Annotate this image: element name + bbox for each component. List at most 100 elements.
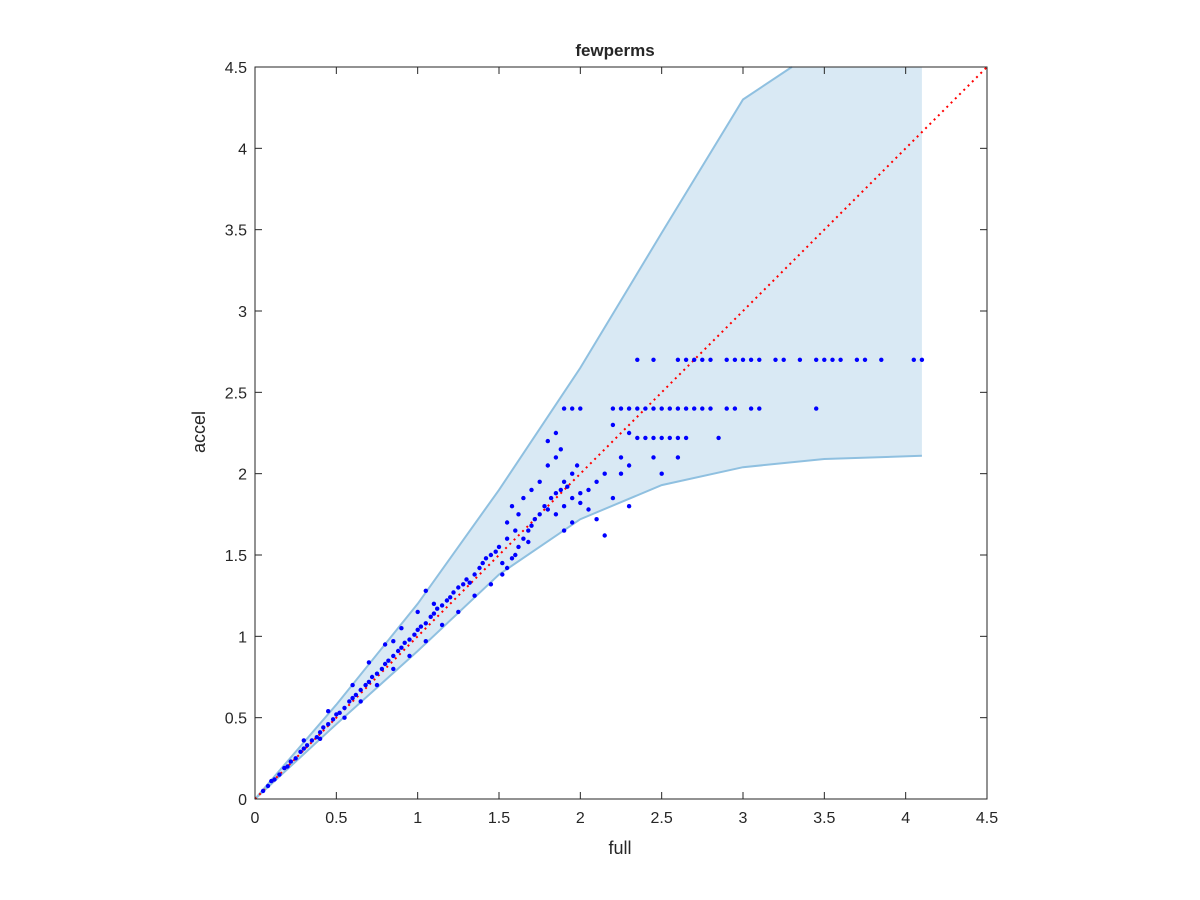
data-point <box>526 539 531 545</box>
data-point <box>757 406 762 411</box>
x-axis-label: full <box>608 838 631 858</box>
data-point <box>260 788 266 794</box>
data-point <box>574 463 580 468</box>
y-tick-label: 4 <box>238 141 247 158</box>
data-point <box>347 699 352 704</box>
data-point <box>500 560 505 566</box>
data-point <box>683 406 689 411</box>
data-point <box>708 357 713 362</box>
data-point <box>854 357 860 362</box>
y-tick-label: 2.5 <box>225 385 247 402</box>
x-tick-label: 0.5 <box>325 810 347 827</box>
data-point <box>513 552 518 558</box>
data-point <box>358 687 363 693</box>
data-point <box>675 357 681 362</box>
data-point <box>285 764 290 769</box>
data-point <box>504 520 510 525</box>
data-point <box>435 606 440 611</box>
data-point <box>561 504 567 509</box>
data-point <box>500 572 505 577</box>
x-tick-label: 3 <box>739 810 748 827</box>
data-point <box>667 435 672 441</box>
data-point <box>692 357 697 362</box>
data-point <box>610 495 616 501</box>
data-point <box>407 637 412 642</box>
data-point <box>594 479 599 484</box>
data-point <box>561 528 567 533</box>
data-point <box>635 406 640 411</box>
data-point <box>740 357 746 362</box>
data-point <box>516 512 521 517</box>
data-point <box>626 504 632 509</box>
x-tick-label: 1 <box>413 810 422 827</box>
data-point <box>618 406 624 411</box>
y-tick-label: 1.5 <box>225 548 247 565</box>
data-point <box>643 406 648 411</box>
x-tick-labels: 0 0.5 1 1.5 2 2.5 3 3.5 4 4.5 <box>251 810 999 827</box>
data-point <box>692 406 697 411</box>
data-point <box>545 507 550 512</box>
data-point <box>773 357 778 362</box>
data-point <box>391 639 396 644</box>
identity-line <box>254 66 988 800</box>
data-point <box>342 715 347 720</box>
data-point <box>513 528 518 533</box>
data-point <box>369 674 375 680</box>
data-point <box>757 357 762 362</box>
data-point <box>635 357 640 362</box>
data-point <box>391 653 396 659</box>
data-point <box>337 710 342 715</box>
data-point <box>659 435 664 441</box>
data-point <box>334 712 339 717</box>
data-point <box>602 533 607 538</box>
data-point <box>399 626 404 631</box>
data-point <box>586 487 591 493</box>
data-point <box>862 357 868 362</box>
y-tick-labels: 0 0.5 1 1.5 2 2.5 3 3.5 4 4.5 <box>225 60 247 809</box>
data-point <box>643 435 648 441</box>
data-point <box>748 357 754 362</box>
data-point <box>363 682 368 688</box>
data-point <box>448 595 453 600</box>
data-point <box>366 679 372 685</box>
x-tick-label: 3.5 <box>813 810 835 827</box>
data-point <box>683 435 689 441</box>
data-point <box>317 730 323 735</box>
data-point <box>353 692 359 698</box>
x-tick-label: 2.5 <box>651 810 673 827</box>
data-point <box>659 471 664 476</box>
data-point <box>675 455 681 460</box>
band-lower-edge <box>254 454 922 800</box>
chart-title: fewperms <box>575 41 654 60</box>
data-point <box>683 357 689 362</box>
data-point <box>423 621 428 626</box>
data-point <box>428 614 433 619</box>
data-point <box>504 565 510 571</box>
data-point <box>288 759 293 764</box>
axes <box>254 66 988 800</box>
data-point <box>724 406 729 411</box>
data-point <box>651 406 656 411</box>
data-point <box>716 435 721 441</box>
y-tick-label: 2 <box>238 467 247 484</box>
data-point <box>423 588 428 593</box>
data-point <box>309 738 315 743</box>
data-point <box>521 495 526 501</box>
data-point <box>526 528 531 533</box>
data-point <box>277 772 282 777</box>
data-point <box>700 406 705 411</box>
data-point <box>814 357 819 362</box>
data-point <box>545 463 550 468</box>
data-point <box>382 661 388 667</box>
data-point <box>911 357 916 362</box>
data-point <box>675 406 681 411</box>
data-point <box>797 357 803 362</box>
x-tick-label: 4 <box>901 810 910 827</box>
data-point <box>651 357 656 362</box>
data-point <box>504 536 510 541</box>
data-point <box>542 504 547 509</box>
data-point <box>618 471 624 476</box>
data-point <box>451 590 456 595</box>
data-point <box>570 520 575 525</box>
data-point <box>350 695 355 701</box>
